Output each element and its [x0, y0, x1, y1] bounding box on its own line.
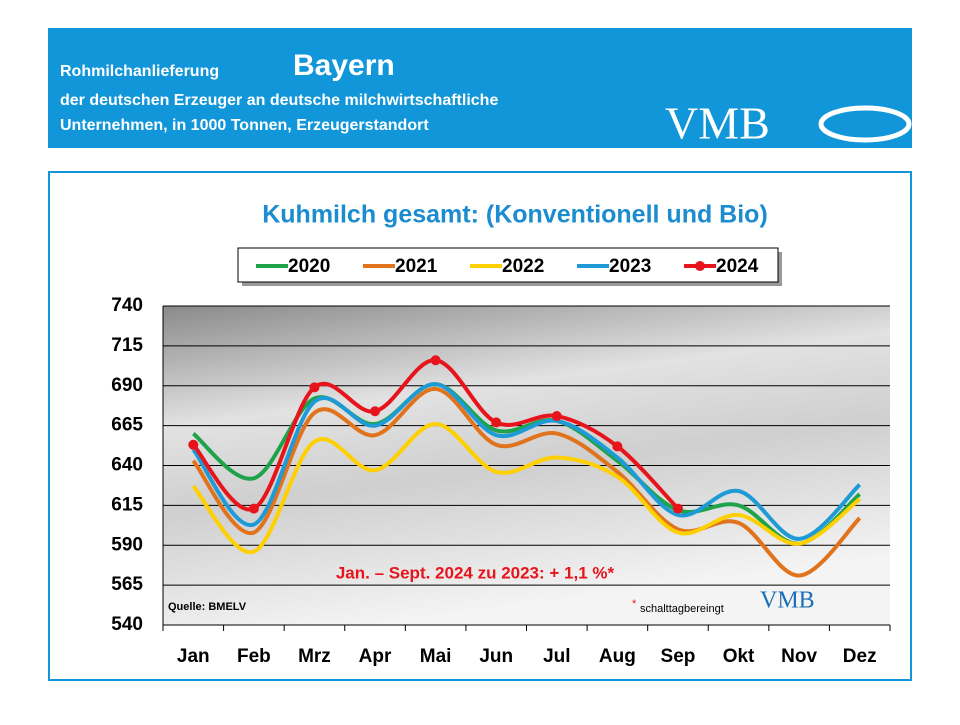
legend-label: 2024 [716, 256, 759, 277]
x-tick-label: Feb [237, 646, 271, 667]
point [672, 503, 683, 514]
logo-swirl [818, 105, 912, 143]
x-tick-label: Mrz [298, 646, 331, 667]
legend-marker [695, 261, 705, 271]
header-line: Unternehmen, in 1000 Tonnen, Erzeugersta… [60, 117, 429, 134]
point [248, 503, 259, 514]
header-region: Bayern [293, 49, 395, 82]
x-tick-label: Aug [599, 646, 636, 667]
y-tick-label: 540 [111, 614, 143, 635]
annotation: Jan. – Sept. 2024 zu 2023: + 1,1 %* [336, 563, 615, 582]
x-tick-label: Jan [177, 646, 210, 667]
point [188, 439, 199, 450]
y-tick-label: 740 [111, 295, 143, 316]
point [370, 406, 381, 417]
chart-title: Kuhmilch gesamt: (Konventionell und Bio) [262, 201, 768, 229]
logo: VMB [665, 98, 770, 149]
header-band [48, 28, 912, 148]
legend-label: 2021 [395, 256, 438, 277]
header-line: Rohmilchanlieferung [60, 63, 219, 80]
series-line [191, 358, 680, 512]
legend-label: 2023 [609, 256, 651, 277]
point [551, 411, 562, 422]
x-tick-label: Jul [543, 646, 570, 667]
point [612, 441, 623, 452]
x-tick-label: Nov [781, 646, 817, 667]
y-tick-label: 565 [111, 574, 143, 595]
series-line [191, 422, 861, 555]
y-tick-label: 690 [111, 375, 143, 396]
y-tick-label: 640 [111, 455, 143, 476]
series-line [191, 386, 862, 578]
y-tick-label: 665 [111, 415, 143, 436]
series-line [191, 382, 862, 541]
legend-label: 2022 [502, 256, 544, 277]
legend-label: 2020 [288, 256, 330, 277]
footnote: schalttagbereingt [640, 603, 724, 615]
x-tick-label: Mai [420, 646, 452, 667]
watermark: VMB [760, 588, 815, 614]
point [491, 417, 502, 428]
source: Quelle: BMELV [168, 601, 247, 613]
x-tick-label: Sep [661, 646, 696, 667]
y-tick-label: 590 [111, 534, 143, 555]
x-tick-label: Dez [843, 646, 877, 667]
point [309, 382, 320, 393]
y-tick-label: 615 [111, 494, 143, 515]
point [430, 355, 441, 366]
x-tick-label: Apr [359, 646, 392, 667]
x-tick-label: Jun [479, 646, 513, 667]
header-line: der deutschen Erzeuger an deutsche milch… [60, 92, 498, 109]
footnote-mark: * [632, 598, 637, 610]
y-tick-label: 715 [111, 335, 143, 356]
x-tick-label: Okt [723, 646, 755, 667]
